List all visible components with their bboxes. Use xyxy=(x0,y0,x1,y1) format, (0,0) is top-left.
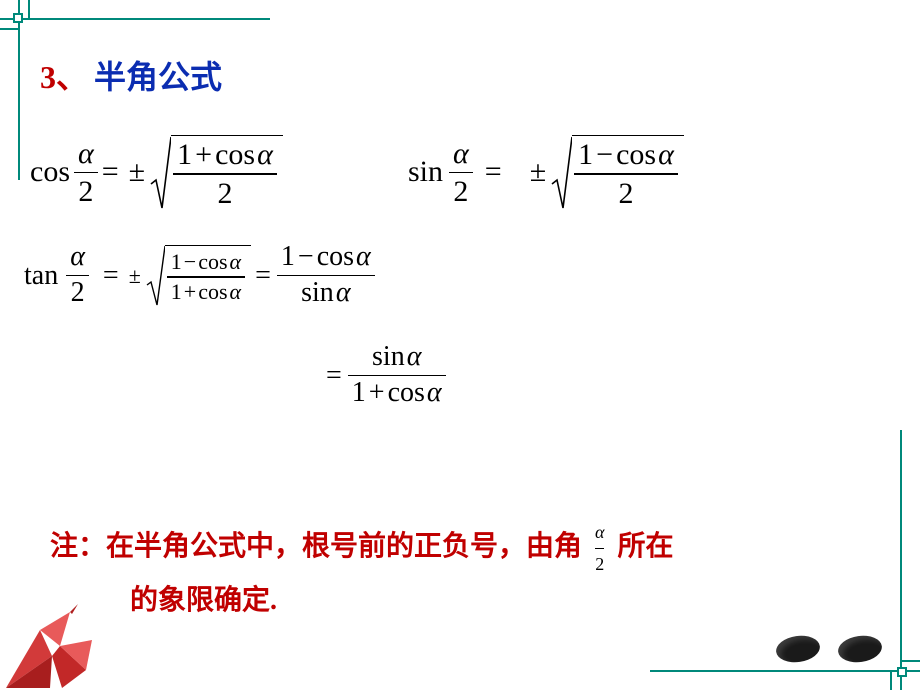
frame-line xyxy=(650,670,920,672)
sin-label: sin xyxy=(408,155,443,189)
frame-line xyxy=(18,0,20,180)
formula-tan-half-2: = sinα 1+cosα xyxy=(320,342,446,409)
frame-line xyxy=(900,430,902,690)
note-line2: 的象限确定. xyxy=(130,579,674,624)
blob-icon xyxy=(774,633,821,665)
frame-square xyxy=(13,13,23,23)
cos-label: cos xyxy=(30,155,70,189)
sqrt: 1+cosα 2 xyxy=(149,135,283,210)
alpha-sym: α xyxy=(74,137,98,170)
formula-cos-half: cos α 2 = ± 1+cosα 2 xyxy=(30,135,283,210)
formula-tan-half: tan α 2 = ± 1−cosα 1+cosα = 1−cosα sinα xyxy=(24,242,375,309)
frame-line xyxy=(0,18,270,20)
note-line1a: 在半角公式中，根号前的正负号，由角 xyxy=(106,531,582,562)
heading-text: 半角公式 xyxy=(94,59,222,95)
note-line1b: 所在 xyxy=(617,531,673,562)
blob-icon xyxy=(836,633,883,665)
eq-sym: = xyxy=(102,155,119,189)
frame-line xyxy=(28,0,30,18)
alpha-over-2: α 2 xyxy=(595,518,604,579)
frame-square xyxy=(897,667,907,677)
formula-sin-half: sin α 2 = ± 1−cosα 2 xyxy=(408,135,684,210)
frame-line xyxy=(0,28,18,30)
section-heading: 3、半角公式 xyxy=(40,52,222,98)
frame-line xyxy=(890,672,892,690)
heading-number: 3、 xyxy=(40,59,88,95)
two-sym: 2 xyxy=(74,175,97,208)
footer-blobs xyxy=(776,636,882,662)
crane-icon xyxy=(0,600,110,690)
note-text: 注：在半角公式中，根号前的正负号，由角 α 2 所在 的象限确定. xyxy=(50,518,674,624)
frame-line xyxy=(902,660,920,662)
sqrt: 1−cosα 2 xyxy=(550,135,684,210)
note-label: 注： xyxy=(50,531,106,562)
sqrt: 1−cosα 1+cosα xyxy=(145,245,251,307)
pm-sym: ± xyxy=(129,155,145,189)
tan-label: tan xyxy=(24,260,58,292)
